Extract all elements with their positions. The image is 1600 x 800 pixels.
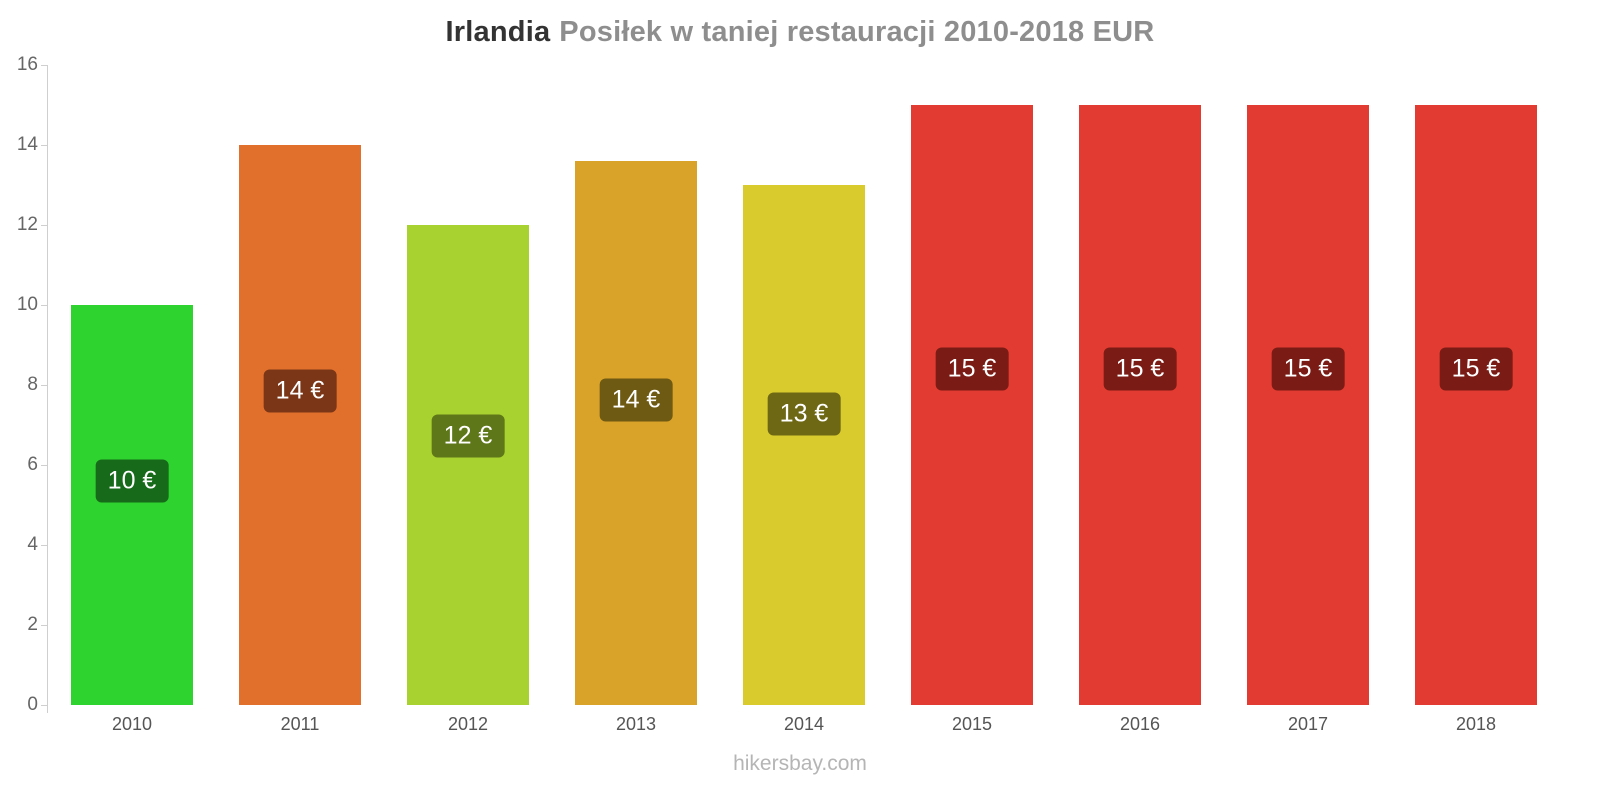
bar-2016 (1079, 105, 1201, 705)
x-tick-label: 2014 (783, 714, 825, 734)
y-axis (47, 65, 48, 713)
bar-value-badge: 13 € (767, 392, 841, 436)
y-tick-label: 6 (27, 454, 38, 475)
chart-title: Irlandia Posiłek w taniej restauracji 201… (0, 16, 1600, 49)
bar-2015 (911, 105, 1033, 705)
bar-2010 (71, 305, 193, 705)
x-tick-label: 2012 (447, 714, 489, 734)
y-tick-label: 4 (27, 534, 38, 555)
title-description: Posiłek w taniej restauracji 2010-2018 E… (559, 16, 1155, 48)
y-tick-label: 0 (27, 694, 38, 715)
bar-value-badge: 14 € (263, 369, 337, 413)
y-tick-label: 2 (27, 614, 38, 635)
bar-2013 (575, 161, 697, 705)
x-tick-label: 2011 (280, 714, 320, 734)
y-tick-label: 14 (16, 134, 38, 155)
x-tick-label: 2016 (1119, 714, 1161, 734)
x-tick-label: 2010 (111, 714, 153, 734)
bar-2014 (743, 185, 865, 705)
bar-2018 (1415, 105, 1537, 705)
x-tick-label: 2015 (951, 714, 993, 734)
y-tick-mark (41, 145, 47, 146)
y-tick-label: 10 (16, 294, 38, 315)
y-tick-mark (41, 625, 47, 626)
y-tick-mark (41, 545, 47, 546)
bar-value-badge: 12 € (431, 414, 505, 458)
bar-2011 (239, 145, 361, 705)
bar-2012 (407, 225, 529, 705)
bar-value-badge: 15 € (935, 347, 1009, 391)
footer-watermark: hikersbay.com (733, 752, 867, 775)
y-tick-mark (41, 705, 47, 706)
y-tick-mark (41, 65, 47, 66)
y-tick-label: 16 (16, 54, 38, 75)
bar-2017 (1247, 105, 1369, 705)
y-tick-label: 8 (27, 374, 38, 395)
y-tick-mark (41, 465, 47, 466)
bar-value-badge: 15 € (1103, 347, 1177, 391)
y-tick-mark (41, 385, 47, 386)
bar-value-badge: 10 € (95, 459, 169, 503)
bar-value-badge: 15 € (1439, 347, 1513, 391)
title-country: Irlandia (445, 16, 551, 48)
y-tick-mark (41, 305, 47, 306)
x-tick-label: 2017 (1287, 714, 1329, 734)
y-tick-label: 12 (16, 214, 38, 235)
x-tick-label: 2018 (1455, 714, 1497, 734)
bar-value-badge: 14 € (599, 378, 673, 422)
bar-value-badge: 15 € (1271, 347, 1345, 391)
x-tick-label: 2013 (615, 714, 657, 734)
y-tick-mark (41, 225, 47, 226)
